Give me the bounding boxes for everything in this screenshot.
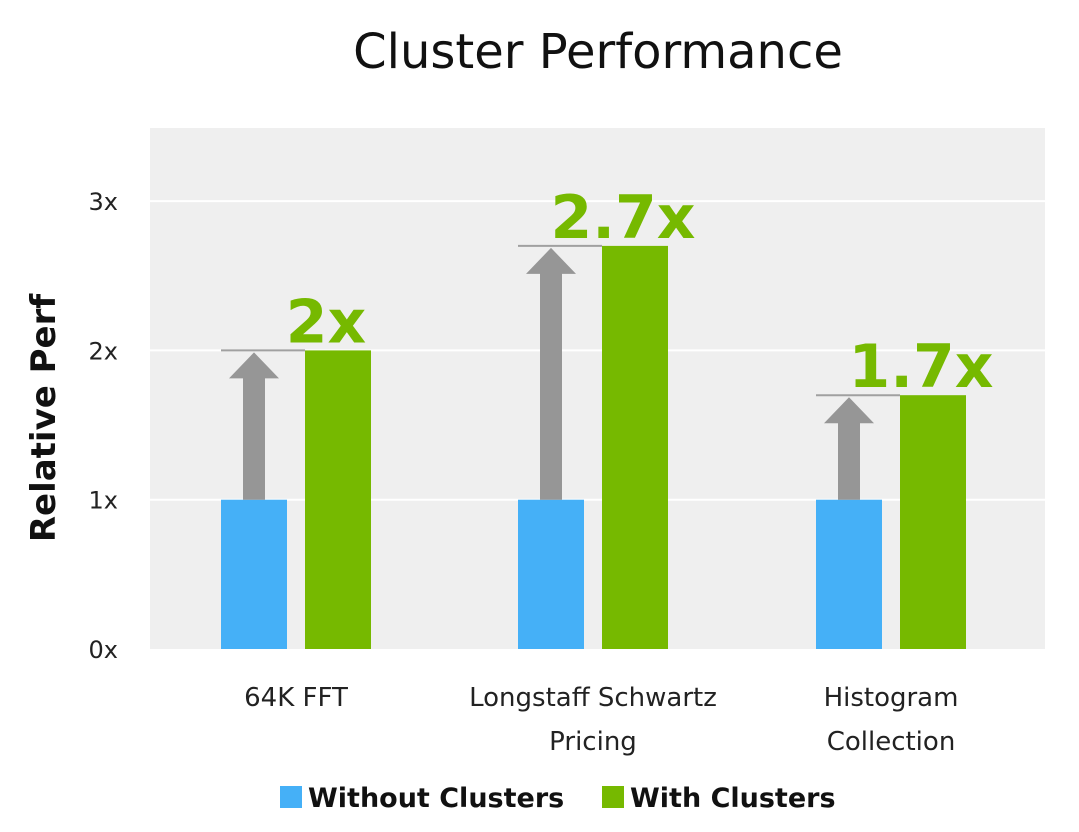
y-tick-label: 1x [89,487,118,515]
data-label: 2.7x [551,183,696,253]
x-category-label: 64K FFT [244,683,348,713]
legend-swatch [602,786,624,808]
y-axis-ticks: 0x 1x 2x 3x [89,188,118,664]
y-tick-label: 3x [89,188,118,216]
x-axis-categories: 64K FFT Longstaff Schwartz Pricing Histogra… [244,683,958,757]
up-arrow-icon [229,352,279,500]
plot-area [150,128,1045,649]
legend-swatch [280,786,302,808]
legend: Without Clusters With Clusters [280,783,836,814]
chart-title: Cluster Performance [353,24,843,80]
bar-with-clusters [305,350,371,649]
y-tick-label: 2x [89,337,118,365]
bar-without-clusters [221,499,287,649]
bar-with-clusters [602,245,668,649]
data-label: 2x [286,287,366,357]
y-tick-label: 0x [89,636,118,664]
data-label: 1.7x [849,332,994,402]
x-category-label: Histogram Collection [824,683,959,757]
bar-with-clusters [900,395,966,649]
x-category-label: Longstaff Schwartz Pricing [469,683,717,757]
y-axis-label: Relative Perf [24,293,64,543]
legend-label: Without Clusters [308,783,564,814]
up-arrow-icon [824,397,874,500]
bar-without-clusters [816,499,882,649]
bars: 2x 2.7x 1.7x [221,183,994,649]
legend-label: With Clusters [630,783,836,814]
up-arrow-icon [526,247,576,500]
bar-without-clusters [518,499,584,649]
